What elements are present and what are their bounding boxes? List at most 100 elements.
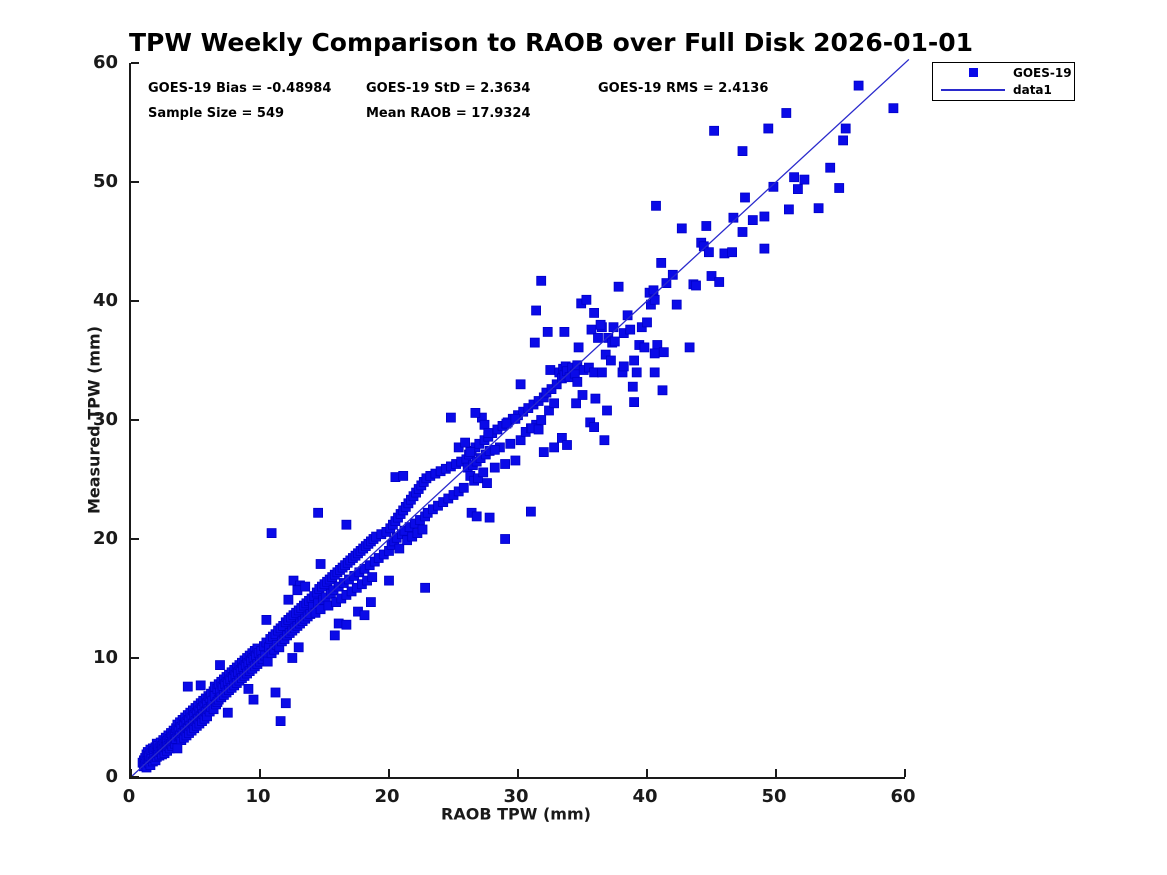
x-tick — [130, 769, 132, 777]
scatter-point — [394, 543, 405, 554]
scatter-point — [544, 405, 554, 416]
legend-label: GOES-19 — [1013, 65, 1072, 80]
scatter-point — [684, 342, 695, 353]
scatter-point — [714, 277, 725, 287]
scatter-point — [631, 367, 642, 378]
scatter-point — [763, 123, 774, 134]
y-axis-label: Measured TPW (mm) — [84, 325, 104, 515]
scatter-point — [515, 435, 526, 446]
scatter-point — [287, 653, 298, 663]
scatter-point — [737, 146, 748, 156]
scatter-point — [384, 575, 394, 586]
x-tick — [775, 769, 777, 777]
scatter-point — [853, 80, 864, 91]
y-tick-label: 0 — [105, 766, 118, 787]
scatter-point — [542, 326, 553, 337]
scatter-point — [471, 511, 482, 522]
y-tick-label: 20 — [92, 528, 118, 549]
scatter-point — [657, 385, 668, 396]
legend-item-data1: data1 — [933, 82, 1074, 98]
scatter-point — [262, 656, 273, 667]
scatter-point — [656, 257, 667, 268]
scatter-point — [559, 326, 570, 337]
scatter-point — [589, 422, 600, 433]
scatter-point — [759, 243, 770, 254]
x-tick-label: 0 — [122, 786, 136, 807]
scatter-point — [590, 393, 601, 404]
scatter-point — [691, 280, 701, 291]
scatter-point — [593, 332, 603, 343]
scatter-point — [270, 687, 281, 698]
scatter-point — [505, 438, 516, 449]
scatter-point — [759, 211, 770, 222]
stat-mean-raob: Mean RAOB = 17.9324 — [366, 106, 531, 121]
scatter-point — [398, 470, 409, 481]
scatter-point — [737, 227, 748, 237]
scatter-point — [182, 681, 193, 692]
x-tick-label: 30 — [503, 786, 529, 807]
scatter-point — [515, 379, 526, 390]
scatter-point — [531, 305, 542, 316]
scatter-point — [589, 307, 600, 318]
stat-std: GOES-19 StD = 2.3634 — [366, 81, 531, 96]
x-tick — [388, 769, 390, 777]
scatter-point — [275, 716, 286, 726]
scatter-point — [525, 506, 536, 517]
plot-area: GOES-19 Bias = -0.48984 GOES-19 StD = 2.… — [129, 58, 910, 779]
scatter-point — [704, 247, 714, 258]
x-tick — [904, 769, 906, 777]
scatter-point — [595, 319, 606, 330]
x-tick — [646, 769, 648, 777]
scatter-point — [572, 376, 583, 387]
x-tick-label: 50 — [761, 786, 787, 807]
legend: GOES-19 data1 — [932, 62, 1075, 101]
chart-title: TPW Weekly Comparison to RAOB over Full … — [129, 28, 974, 57]
scatter-point — [266, 528, 277, 539]
scatter-point — [629, 355, 640, 366]
y-tick-label: 60 — [92, 52, 118, 73]
scatter-point — [618, 361, 629, 372]
x-tick — [517, 769, 519, 777]
scatter-point — [445, 412, 456, 423]
y-tick — [131, 181, 139, 183]
x-tick-label: 40 — [632, 786, 658, 807]
scatter-point — [341, 519, 352, 530]
scatter-point — [313, 507, 324, 518]
scatter-point — [293, 642, 304, 653]
scatter-point — [784, 204, 794, 215]
scatter-point — [533, 424, 544, 435]
scatter-point — [483, 428, 494, 439]
scatter-point — [658, 347, 669, 358]
scatter-point — [315, 559, 326, 569]
scatter-point — [608, 322, 619, 333]
scatter-point — [676, 223, 687, 234]
scatter-point — [825, 162, 836, 173]
scatter-point — [420, 582, 431, 593]
scatter-point — [501, 418, 512, 429]
scatter-point — [627, 381, 638, 392]
scatter-point — [329, 630, 340, 641]
scatter-point — [789, 172, 799, 183]
scatter-point — [709, 125, 719, 136]
scatter-point — [536, 415, 547, 425]
scatter-point — [793, 184, 803, 194]
scatter-point — [478, 467, 489, 478]
scatter-point — [261, 615, 272, 625]
scatter-point — [586, 324, 597, 335]
scatter-point — [625, 324, 636, 335]
scatter-point — [243, 684, 254, 694]
scatter-point — [465, 447, 476, 458]
scatter-point — [642, 317, 652, 328]
scatter-point — [300, 581, 311, 592]
scatter-point — [706, 271, 717, 281]
scatter-point — [698, 241, 709, 252]
scatter-point — [768, 181, 779, 192]
scatter-point — [248, 694, 259, 705]
y-tick — [131, 62, 139, 64]
scatter-point — [639, 342, 650, 353]
scatter-point — [529, 337, 540, 348]
scatter-point — [602, 405, 612, 416]
scatter-point — [648, 285, 659, 296]
scatter-point — [195, 680, 206, 691]
